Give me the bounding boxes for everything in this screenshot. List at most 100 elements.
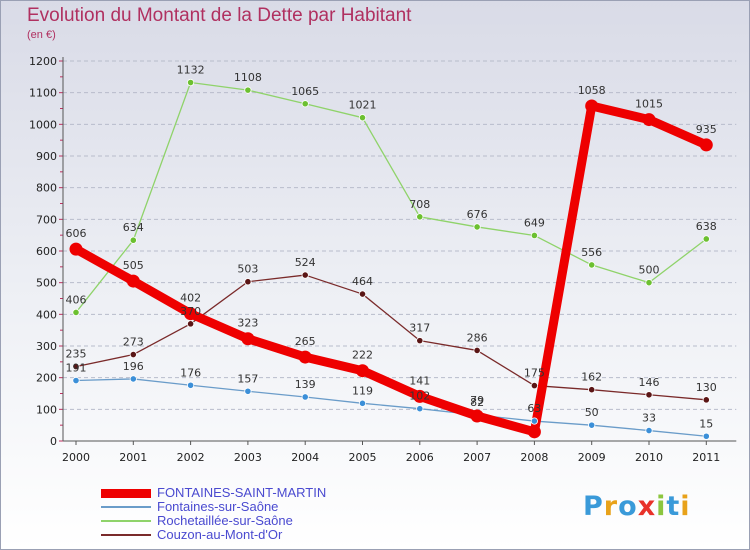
data-label: 406 [66,293,87,306]
legend-swatch [101,506,151,508]
legend-item: Rochetaillée-sur-Saône [101,513,401,528]
data-point [473,223,481,231]
data-point [187,381,195,389]
data-label: 79 [470,394,484,407]
data-point [530,417,539,425]
data-label: 317 [409,322,430,335]
x-tick-label: 2006 [406,451,434,464]
data-point [416,337,424,345]
y-tick-label: 1000 [29,118,57,131]
series-lines [71,81,711,437]
y-tick-label: 400 [36,308,57,321]
data-point [126,274,140,288]
x-tick-label: 2005 [349,451,377,464]
data-point [301,100,309,108]
y-tick-label: 900 [36,150,57,163]
data-label: 935 [696,123,717,136]
data-point [187,78,195,87]
data-point [642,113,656,127]
legend-label: Rochetaillée-sur-Saône [157,513,293,528]
data-point [530,231,539,240]
y-tick-label: 1200 [29,55,57,68]
data-label: 676 [467,208,488,221]
data-label: 1058 [578,84,606,97]
data-point [69,242,83,256]
data-label: 196 [123,360,144,373]
data-label: 273 [123,336,144,349]
data-label: 500 [639,264,660,277]
data-point [358,114,367,122]
data-point [301,271,309,279]
data-point [702,235,710,243]
data-label: 130 [696,381,717,394]
data-label: 524 [295,256,316,269]
data-point [470,409,484,423]
x-tick-label: 2001 [119,451,147,464]
data-label: 119 [352,384,373,397]
legend-item: Couzon-au-Mont-d'Or [101,527,401,542]
y-tick-label: 300 [36,340,57,353]
data-point [358,399,367,407]
data-label: 1132 [177,64,205,77]
data-label: 606 [66,227,87,240]
data-label: 235 [66,348,87,361]
chart-title: Evolution du Montant de la Dette par Hab… [27,5,412,26]
data-point [244,387,252,395]
data-point [645,279,653,287]
y-tick-label: 500 [36,277,57,290]
data-label: 402 [180,292,201,305]
data-point [413,389,427,403]
data-point [129,236,137,244]
data-label: 63 [527,402,541,415]
legend-swatch [101,520,151,522]
logo-letter: i [680,491,691,522]
y-tick-label: 0 [50,435,57,448]
logo-letter: r [603,491,619,522]
data-point [588,421,596,429]
data-point [244,278,252,286]
legend-item: FONTAINES-SAINT-MARTIN [101,485,401,500]
series-line [71,101,711,437]
data-label: 1015 [635,98,663,111]
logo-letter: o [618,491,638,522]
data-point [585,99,599,113]
data-label: 1108 [234,71,262,84]
proxiti-logo: Proxiti [583,491,691,522]
data-label: 370 [180,305,201,318]
data-labels: 191 196 176 157 139 119 102 82 63 50 33 15 406 634 113… [66,64,717,431]
data-point [473,346,481,355]
y-tick-label: 100 [36,403,57,416]
x-tick-label: 2008 [520,451,548,464]
data-point [527,425,541,439]
data-label: 141 [409,374,430,387]
data-point [244,86,252,94]
data-label: 638 [696,220,717,233]
logo-letter: i [656,491,667,522]
data-label: 175 [524,367,545,380]
data-label: 503 [237,263,258,276]
series-line [75,81,707,314]
x-tick-label: 2000 [62,451,90,464]
data-point [72,308,80,317]
data-label: 146 [639,376,660,389]
data-point [416,213,424,221]
legend-swatch [101,534,151,536]
data-point [416,405,424,413]
data-point [72,362,80,371]
data-label: 222 [352,349,373,362]
legend-label: FONTAINES-SAINT-MARTIN [157,485,327,500]
data-label: 265 [295,335,316,348]
legend-label: Couzon-au-Mont-d'Or [157,527,283,542]
data-label: 1065 [291,85,319,98]
data-label: 708 [409,198,430,211]
data-label: 176 [180,366,201,379]
data-label: 556 [581,246,602,259]
data-point [645,391,653,399]
x-tick-label: 2002 [177,451,205,464]
chart-unit-label: (en €) [27,29,56,41]
data-point [356,364,369,378]
y-tick-label: 200 [36,372,57,385]
legend-item: Fontaines-sur-Saône [101,499,401,514]
